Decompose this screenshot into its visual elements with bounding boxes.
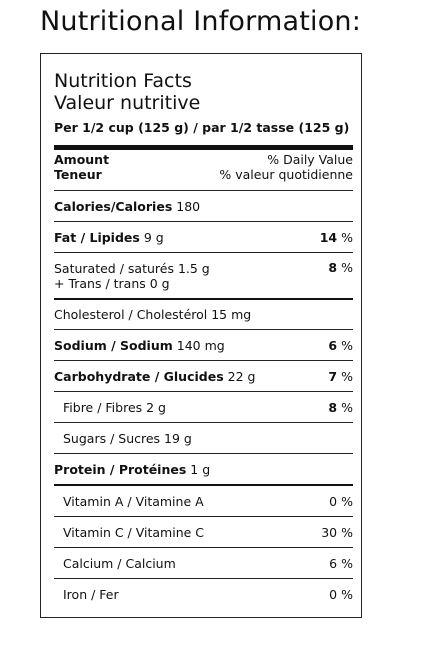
- vitamin-c-label: Vitamin C / Vitamine C: [63, 524, 205, 540]
- carbohydrate-row: Carbohydrate / Glucides 22 g 7 %: [54, 360, 353, 391]
- fibre-pct: 8: [328, 399, 338, 415]
- iron-label: Iron / Fer: [63, 587, 119, 602]
- facts-title-fr: Valeur nutritive: [54, 92, 201, 114]
- sodium-row: Sodium / Sodium 140 mg 6 %: [54, 329, 353, 360]
- sugars-row: Sugars / Sucres 19 g: [54, 422, 353, 453]
- facts-title-en: Nutrition Facts: [54, 70, 192, 92]
- fibre-row: Fibre / Fibres 2 g 8 %: [54, 391, 353, 422]
- fat-pct: 14: [319, 229, 338, 245]
- serving-size: Per 1/2 cup (125 g) / par 1/2 tasse (125…: [54, 120, 350, 135]
- calories-label: Calories/Calories: [54, 198, 173, 214]
- fat-label: Fat / Lipides: [54, 229, 140, 245]
- fibre-label: Fibre / Fibres 2 g: [63, 399, 166, 415]
- vitamin-a-pct-sign: %: [341, 493, 353, 509]
- iron-pct-sign: %: [341, 587, 353, 602]
- nutrition-facts-panel: Nutrition Facts Valeur nutritive Per 1/2…: [40, 53, 362, 618]
- fibre-pct-sign: %: [341, 399, 353, 415]
- daily-value-heading: % Daily Value % valeur quotidienne: [219, 152, 353, 182]
- carbohydrate-pct-sign: %: [341, 368, 353, 384]
- vitamin-a-pct: 0: [329, 493, 338, 509]
- carbohydrate-label: Carbohydrate / Glucides: [54, 368, 224, 384]
- saturated-label: Saturated / saturés 1.5 g: [54, 260, 210, 276]
- protein-value: 1 g: [190, 461, 211, 477]
- carbohydrate-pct: 7: [328, 368, 338, 384]
- sodium-pct: 6: [328, 337, 338, 353]
- fat-row: Fat / Lipides 9 g 14 %: [54, 221, 353, 252]
- vitamin-a-label: Vitamin A / Vitamine A: [63, 493, 204, 509]
- sodium-value: 140 mg: [176, 337, 225, 353]
- page-title: Nutritional Information:: [40, 6, 362, 37]
- sugars-label: Sugars / Sucres 19 g: [63, 430, 192, 446]
- vitamin-c-pct: 30: [321, 524, 338, 540]
- calories-value: 180: [176, 198, 201, 214]
- saturated-row: Saturated / saturés 1.5 g + Trans / tran…: [54, 252, 353, 298]
- sodium-label: Sodium / Sodium: [54, 337, 173, 353]
- calcium-label: Calcium / Calcium: [63, 555, 176, 571]
- protein-label: Protein / Protéines: [54, 461, 187, 477]
- calories-row: Calories/Calories 180: [54, 190, 353, 221]
- trans-label: + Trans / trans 0 g: [54, 275, 170, 291]
- saturated-pct-sign: %: [341, 260, 353, 275]
- fat-pct-sign: %: [341, 229, 353, 245]
- amount-en: Amount: [54, 152, 110, 167]
- thick-rule: [54, 145, 353, 150]
- vitamin-c-row: Vitamin C / Vitamine C 30 %: [54, 516, 353, 547]
- protein-row: Protein / Protéines 1 g: [54, 453, 353, 484]
- daily-value-en: % Daily Value: [267, 152, 353, 167]
- cholesterol-label: Cholesterol / Cholestérol 15 mg: [54, 307, 252, 322]
- vitamin-c-pct-sign: %: [341, 524, 353, 540]
- fat-value: 9 g: [143, 229, 164, 245]
- cholesterol-row: Cholesterol / Cholestérol 15 mg: [54, 298, 353, 329]
- calcium-row: Calcium / Calcium 6 %: [54, 547, 353, 578]
- carbohydrate-value: 22 g: [227, 368, 256, 384]
- saturated-pct: 8: [328, 260, 338, 275]
- iron-pct: 0: [329, 587, 338, 602]
- calcium-pct: 6: [329, 555, 338, 571]
- vitamin-a-row: Vitamin A / Vitamine A 0 %: [54, 484, 353, 516]
- iron-row: Iron / Fer 0 %: [54, 578, 353, 610]
- sodium-pct-sign: %: [341, 337, 353, 353]
- amount-fr: Teneur: [54, 167, 102, 182]
- calcium-pct-sign: %: [341, 555, 353, 571]
- daily-value-fr: % valeur quotidienne: [219, 167, 353, 182]
- amount-heading: Amount Teneur: [54, 152, 109, 182]
